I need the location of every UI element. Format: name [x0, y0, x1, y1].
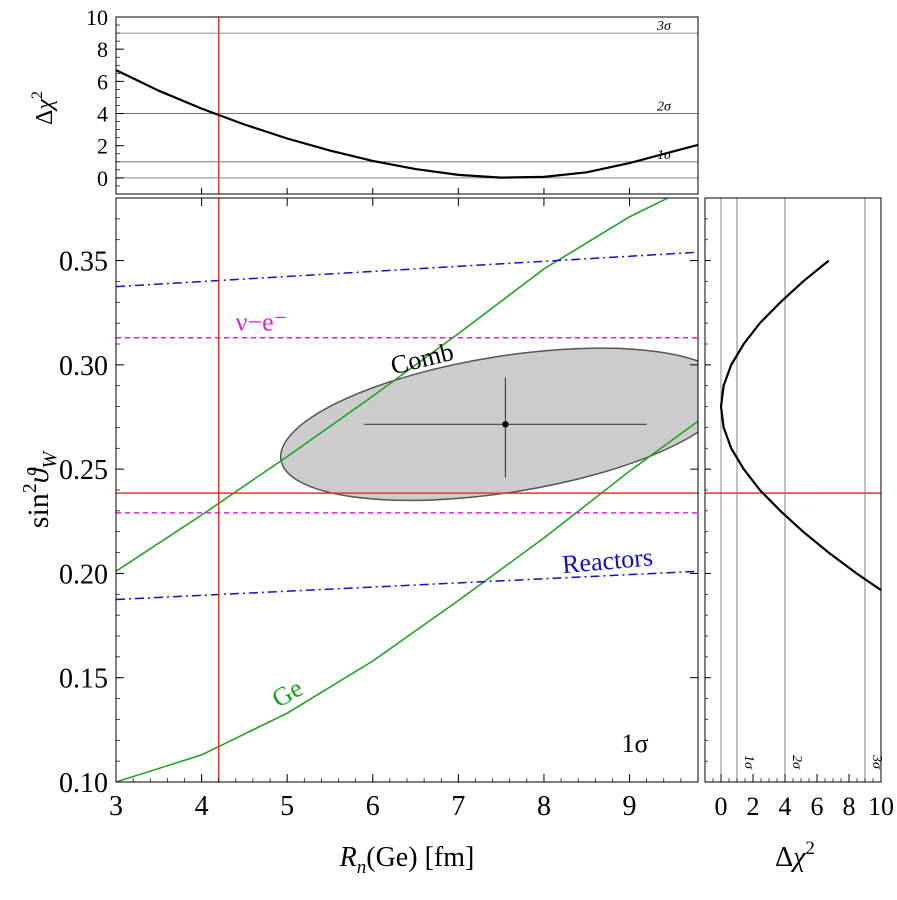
main-y-axis: 0.10 0.15 0.20 0.25 0.30 0.35 — [59, 197, 698, 799]
x-title-sub: n — [357, 857, 367, 878]
main-y-tick-label-0: 0.10 — [59, 768, 108, 799]
main-y-tick-label-2: 0.20 — [59, 559, 108, 590]
y-title-var: ϑ — [22, 466, 55, 483]
top-y-title-sup: 2 — [29, 91, 46, 99]
top-sigma-labels: 1σ 2σ 3σ — [656, 19, 672, 163]
ge-curve-0 — [116, 420, 698, 782]
right-x-tick-label-2: 4 — [779, 792, 792, 821]
annotation-2: Reactors — [561, 542, 654, 579]
x-title-rest: (Ge) [fm] — [366, 842, 474, 873]
main-y-tick-label-5: 0.35 — [59, 247, 108, 278]
y-title-pre: sin — [22, 493, 55, 528]
main-x-tick-label-0: 3 — [109, 791, 123, 822]
reactors-curve-2 — [116, 570, 698, 601]
top-y-tick-label-0: 0 — [97, 166, 108, 191]
main-x-tick-label-5: 8 — [537, 791, 551, 822]
right-x-tick-label-0: 0 — [715, 792, 728, 821]
ge-curve-1 — [116, 198, 669, 572]
top-y-title-var: χ — [32, 98, 58, 112]
right-sigma-label-1: 2σ — [789, 755, 804, 770]
main-x-axis-title: Rn(Ge) [fm] — [339, 842, 475, 878]
right-x-tick-label-5: 10 — [868, 792, 894, 821]
main-x-tick-label-2: 5 — [280, 791, 294, 822]
top-y-axis-title: Δχ2 — [29, 91, 58, 125]
y-title-sub: W — [39, 449, 61, 468]
right-x-tick-label-1: 2 — [747, 792, 760, 821]
top-plot-marks — [116, 17, 698, 194]
top-sigma-label-1: 2σ — [657, 100, 672, 115]
best-fit-point — [502, 421, 509, 428]
top-y-title-pre: Δ — [32, 110, 58, 125]
main-x-tick-label-3: 6 — [366, 791, 380, 822]
top-y-tick-label-2: 4 — [97, 102, 108, 127]
annotation-1: ν−e⁻ — [236, 307, 288, 336]
y-title-sup: 2 — [19, 483, 41, 493]
top-y-axis: 0 2 4 6 8 10 — [86, 5, 631, 195]
right-sigma-label-2: 3σ — [869, 754, 884, 770]
x-title-var: R — [339, 842, 357, 873]
right-sigma-label-0: 1σ — [741, 755, 756, 770]
right-plot-frame — [704, 197, 882, 783]
right-x-axis: 0 2 4 6 8 10 — [704, 197, 894, 821]
main-x-tick-label-4: 7 — [451, 791, 465, 822]
main-y-tick-label-1: 0.15 — [59, 664, 108, 695]
annotation-3: Ge — [267, 673, 308, 713]
main-x-tick-label-6: 9 — [623, 791, 637, 822]
reactors-curve-3 — [116, 251, 698, 288]
main-plot-marks — [116, 198, 698, 782]
right-x-title-sup: 2 — [805, 838, 815, 859]
right-x-tick-label-3: 6 — [811, 792, 824, 821]
top-delta-chi2-curve — [116, 69, 698, 179]
main-y-axis-title: sin2ϑW — [19, 449, 61, 528]
top-y-tick-label-4: 8 — [97, 37, 108, 62]
main-x-axis: 3 4 5 6 7 8 9 — [109, 198, 699, 822]
top-y-tick-label-3: 6 — [97, 69, 108, 94]
right-sigma-labels: 1σ 2σ 3σ — [741, 754, 884, 770]
right-x-tick-label-4: 8 — [843, 792, 856, 821]
top-y-tick-label-5: 10 — [86, 5, 108, 30]
main-y-tick-label-3: 0.25 — [59, 455, 108, 486]
confidence-level-label: 1σ — [621, 729, 648, 758]
right-plot-marks — [705, 198, 881, 782]
top-y-tick-label-1: 2 — [97, 134, 108, 159]
right-delta-chi2-curve — [719, 259, 881, 592]
right-x-title-pre: Δ — [775, 842, 793, 873]
top-sigma-label-2: 3σ — [656, 19, 672, 34]
right-plot: 0 2 4 6 8 10 1σ 2σ 3σ Δχ2 — [704, 197, 894, 873]
right-x-axis-title: Δχ2 — [775, 838, 815, 873]
top-sigma-label-0: 1σ — [657, 148, 672, 163]
right-x-title-var: χ — [790, 842, 806, 873]
main-y-tick-label-4: 0.30 — [59, 351, 108, 382]
main-x-tick-label-1: 4 — [195, 791, 209, 822]
